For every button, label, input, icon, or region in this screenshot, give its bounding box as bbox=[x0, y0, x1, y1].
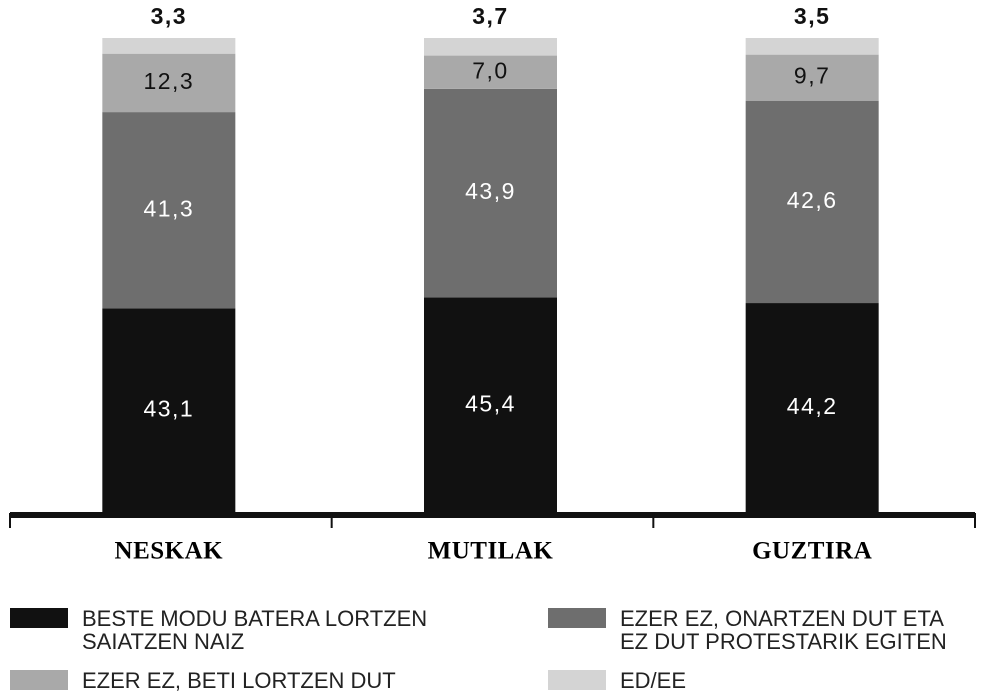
legend-swatch bbox=[548, 670, 606, 690]
data-label: 41,3 bbox=[143, 195, 194, 221]
bar-segment bbox=[745, 100, 879, 304]
bar-segment bbox=[424, 297, 557, 513]
data-label: 9,7 bbox=[794, 63, 830, 89]
bar-segment bbox=[424, 55, 557, 89]
data-label: 3,7 bbox=[472, 3, 508, 29]
data-label: 7,0 bbox=[472, 57, 508, 83]
bar-segment bbox=[424, 88, 557, 298]
x-tick-label: NESKAK bbox=[115, 538, 224, 565]
legend-label: EZER EZ, BETI LORTZEN DUT bbox=[82, 668, 396, 693]
legend-item: EZER EZ, ONARTZEN DUT ETA EZ DUT PROTEST… bbox=[548, 607, 947, 653]
legend-item: ED/EE bbox=[548, 669, 686, 692]
data-label: 42,6 bbox=[787, 187, 838, 213]
bar-segment bbox=[102, 308, 236, 513]
legend-label: EZER EZ, ONARTZEN DUT ETA EZ DUT PROTEST… bbox=[620, 606, 947, 654]
legend-swatch bbox=[548, 608, 606, 628]
data-label: 44,2 bbox=[787, 393, 838, 419]
chart: 43,1 41,3 12,3 3,3 NESKAK 45,4 43,9 7,0 3,7 MUTIL… bbox=[9, 3, 976, 565]
data-label: 43,1 bbox=[143, 396, 194, 422]
bar-segment bbox=[424, 38, 557, 56]
bar-segment bbox=[102, 53, 236, 113]
legend-item: BESTE MODU BATERA LORTZEN SAIATZEN NAIZ bbox=[10, 607, 427, 653]
x-tick-label: MUTILAK bbox=[428, 538, 554, 565]
data-label: 45,4 bbox=[465, 390, 516, 416]
legend-label: BESTE MODU BATERA LORTZEN SAIATZEN NAIZ bbox=[82, 606, 428, 654]
data-label: 3,3 bbox=[151, 3, 187, 29]
legend-label: ED/EE bbox=[620, 668, 687, 693]
data-label: 43,9 bbox=[465, 178, 516, 204]
bar-segment bbox=[745, 54, 879, 101]
legend-swatch bbox=[10, 670, 68, 690]
bar-segment bbox=[745, 38, 879, 55]
x-tick-label: GUZTIRA bbox=[752, 538, 872, 565]
data-label: 12,3 bbox=[143, 68, 194, 94]
legend-swatch bbox=[10, 608, 68, 628]
bar-segment bbox=[745, 303, 879, 513]
data-label: 3,5 bbox=[794, 3, 830, 29]
legend-item: EZER EZ, BETI LORTZEN DUT bbox=[10, 669, 396, 692]
bar-segment bbox=[102, 112, 236, 309]
bar-segment bbox=[102, 38, 236, 54]
